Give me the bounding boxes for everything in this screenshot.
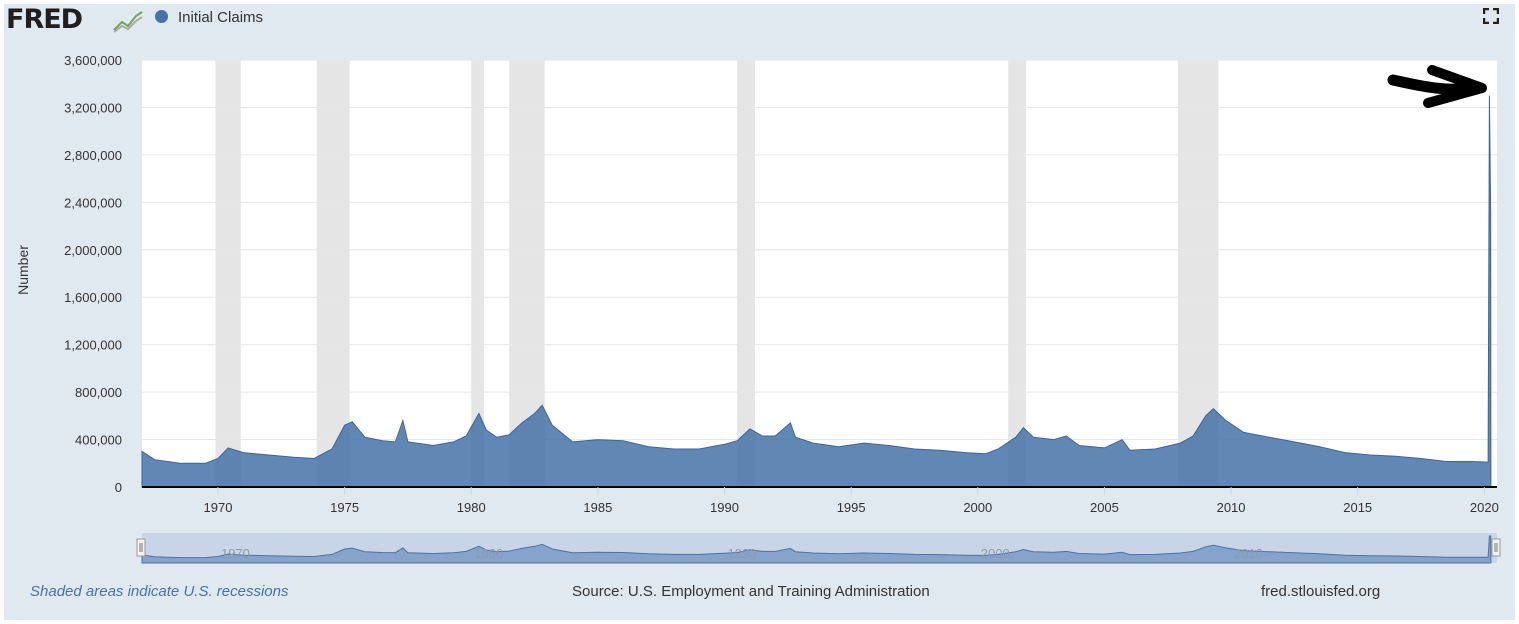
x-tick-label: 1985 — [583, 500, 612, 515]
y-axis-label: Number — [15, 245, 31, 295]
navigator-ticks: 1970 1980 1990 2000 2010 — [221, 546, 1263, 561]
series-area-initial-claims — [141, 95, 1492, 488]
x-tick-label: 1970 — [204, 500, 233, 515]
y-tick-label: 2,800,000 — [64, 148, 122, 163]
fred-logo[interactable]: FRED — [6, 4, 83, 35]
site-link[interactable]: fred.stlouisfed.org — [1261, 583, 1381, 600]
source-text: Source: U.S. Employment and Training Adm… — [572, 583, 930, 600]
y-tick-label: 2,400,000 — [64, 195, 122, 210]
x-tick-label: 1995 — [837, 500, 866, 515]
legend-marker — [155, 10, 168, 23]
recession-band — [316, 60, 350, 487]
fullscreen-icon[interactable] — [1483, 8, 1499, 24]
recession-band — [1008, 60, 1026, 487]
navigator-area — [141, 535, 1492, 564]
navigator-right-handle[interactable] — [1491, 538, 1501, 557]
x-tick-label: 2000 — [963, 500, 992, 515]
y-tick-label: 1,600,000 — [64, 290, 122, 305]
navigator-left-handle[interactable] — [136, 538, 146, 557]
y-tick-label: 800,000 — [75, 385, 122, 400]
x-axis-ticks: 1970 1975 1980 1985 1990 1995 2000 2005 2010 2015… — [204, 487, 1499, 515]
annotation-arrow-icon — [1387, 65, 1487, 108]
y-tick-label: 400,000 — [75, 433, 122, 448]
x-tick-label: 2005 — [1090, 500, 1119, 515]
y-tick-label: 0 — [115, 480, 122, 495]
navigator-tick-label: 2010 — [1234, 546, 1263, 561]
y-tick-label: 2,000,000 — [64, 243, 122, 258]
navigator-tick-label: 1970 — [221, 546, 250, 561]
recession-band — [471, 60, 484, 487]
recession-band — [737, 60, 755, 487]
recession-note: Shaded areas indicate U.S. recessions — [30, 583, 289, 600]
x-tick-label: 1990 — [710, 500, 739, 515]
x-tick-label: 1975 — [330, 500, 359, 515]
navigator-tick-label: 1980 — [474, 546, 503, 561]
y-axis-ticks: 0 400,000 800,000 1,200,000 1,600,000 2,000,0… — [64, 53, 122, 495]
plot-background — [142, 60, 1497, 487]
y-tick-label: 3,600,000 — [64, 53, 122, 68]
y-tick-label: 3,200,000 — [64, 100, 122, 115]
navigator-tick-label: 2000 — [981, 546, 1010, 561]
x-tick-label: 2010 — [1217, 500, 1246, 515]
y-tick-label: 1,200,000 — [64, 338, 122, 353]
fred-line-chart-icon — [113, 11, 143, 33]
navigator-series — [141, 535, 1492, 564]
series-area — [141, 95, 1492, 488]
navigator-tick-label: 1990 — [728, 546, 757, 561]
recession-band — [215, 60, 241, 487]
x-tick-label: 2015 — [1343, 500, 1372, 515]
legend-label[interactable]: Initial Claims — [178, 9, 264, 26]
x-tick-label: 2020 — [1470, 500, 1499, 515]
x-tick-label: 1980 — [457, 500, 486, 515]
